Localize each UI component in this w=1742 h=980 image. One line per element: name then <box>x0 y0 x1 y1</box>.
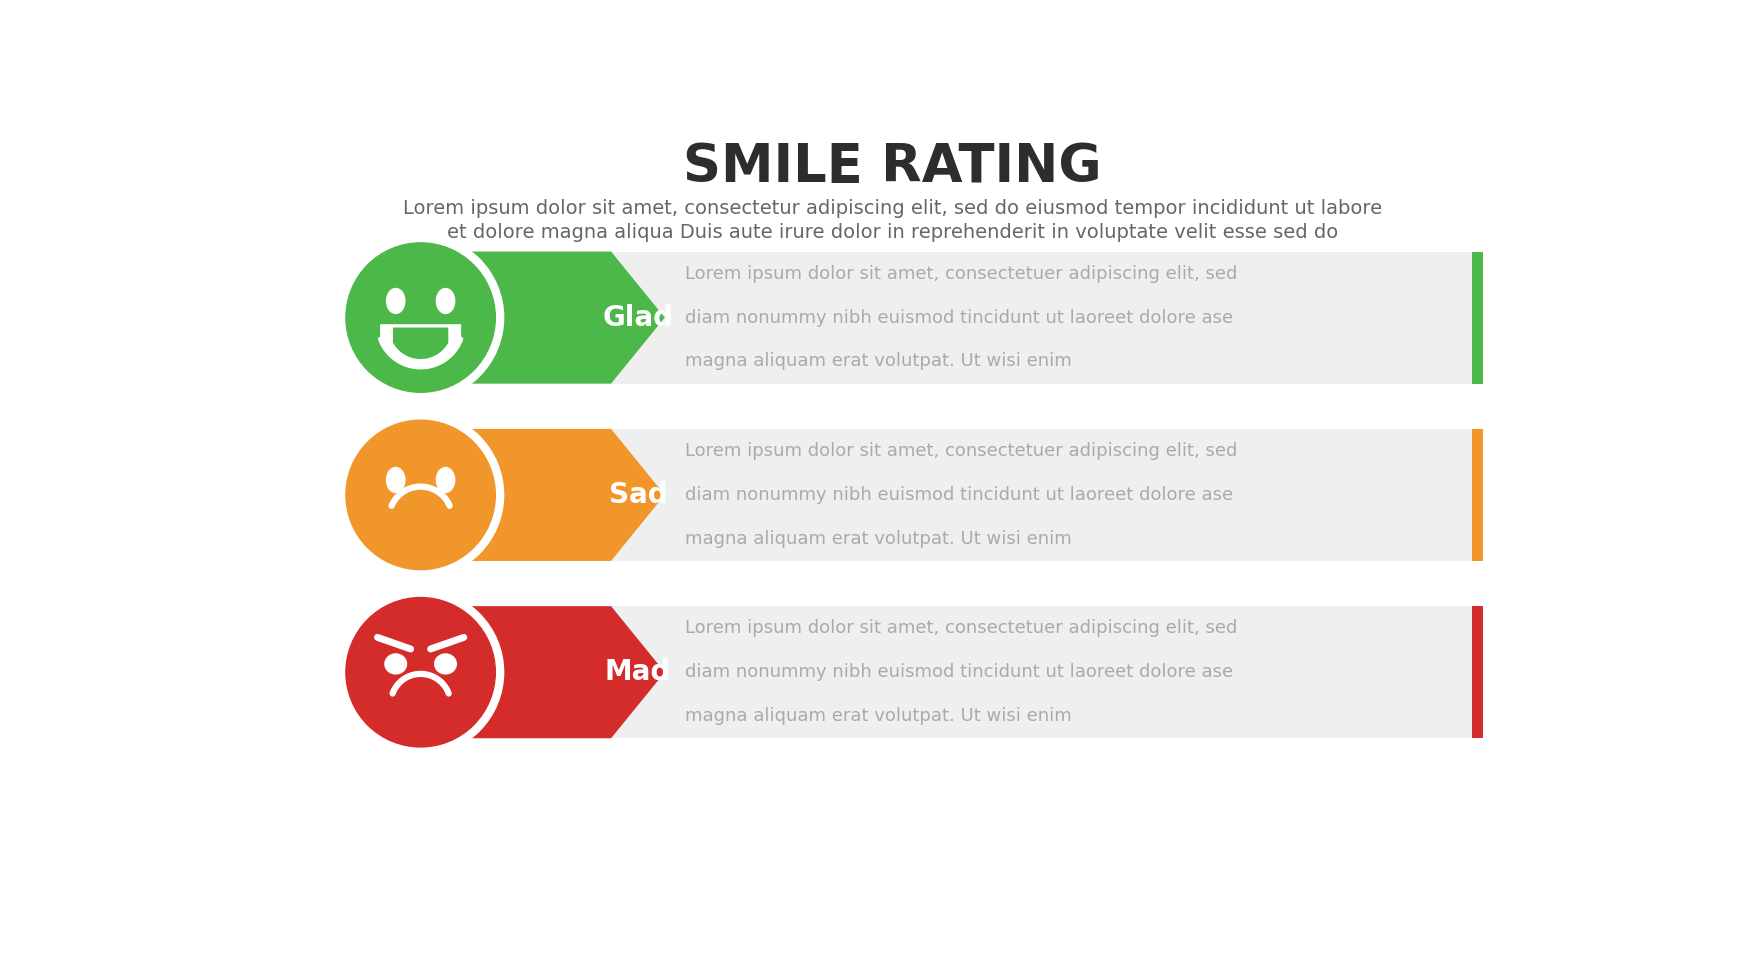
Text: Mad: Mad <box>604 659 671 686</box>
Ellipse shape <box>385 654 406 674</box>
Text: Lorem ipsum dolor sit amet, consectetur adipiscing elit, sed do eiusmod tempor i: Lorem ipsum dolor sit amet, consectetur … <box>402 199 1383 218</box>
Text: magna aliquam erat volutpat. Ut wisi enim: magna aliquam erat volutpat. Ut wisi eni… <box>685 529 1071 548</box>
Ellipse shape <box>387 467 404 492</box>
Polygon shape <box>394 327 448 359</box>
Text: Lorem ipsum dolor sit amet, consectetuer adipiscing elit, sed: Lorem ipsum dolor sit amet, consectetuer… <box>685 442 1237 461</box>
Text: magna aliquam erat volutpat. Ut wisi enim: magna aliquam erat volutpat. Ut wisi eni… <box>685 353 1071 370</box>
Text: diam nonummy nibh euismod tincidunt ut laoreet dolore ase: diam nonummy nibh euismod tincidunt ut l… <box>685 663 1233 681</box>
Text: diam nonummy nibh euismod tincidunt ut laoreet dolore ase: diam nonummy nibh euismod tincidunt ut l… <box>685 486 1233 504</box>
Text: et dolore magna aliqua Duis aute irure dolor in reprehenderit in voluptate velit: et dolore magna aliqua Duis aute irure d… <box>448 222 1338 242</box>
Circle shape <box>347 243 495 392</box>
Text: Sad: Sad <box>608 481 667 509</box>
Ellipse shape <box>436 654 456 674</box>
Ellipse shape <box>437 467 455 492</box>
Polygon shape <box>420 429 665 561</box>
Polygon shape <box>420 607 665 738</box>
Circle shape <box>338 412 503 578</box>
Circle shape <box>338 234 503 401</box>
Ellipse shape <box>387 288 404 314</box>
FancyBboxPatch shape <box>402 607 1482 738</box>
Circle shape <box>338 589 503 756</box>
Text: SMILE RATING: SMILE RATING <box>683 141 1103 193</box>
FancyBboxPatch shape <box>402 252 1482 383</box>
Polygon shape <box>380 324 462 368</box>
Text: diam nonummy nibh euismod tincidunt ut laoreet dolore ase: diam nonummy nibh euismod tincidunt ut l… <box>685 309 1233 326</box>
FancyBboxPatch shape <box>402 429 1482 561</box>
Text: magna aliquam erat volutpat. Ut wisi enim: magna aliquam erat volutpat. Ut wisi eni… <box>685 707 1071 725</box>
Ellipse shape <box>437 288 455 314</box>
Circle shape <box>347 598 495 747</box>
Circle shape <box>347 420 495 569</box>
Text: Lorem ipsum dolor sit amet, consectetuer adipiscing elit, sed: Lorem ipsum dolor sit amet, consectetuer… <box>685 265 1237 283</box>
FancyBboxPatch shape <box>1472 607 1482 738</box>
FancyBboxPatch shape <box>1472 429 1482 561</box>
Text: Glad: Glad <box>603 304 674 331</box>
FancyBboxPatch shape <box>1472 252 1482 383</box>
Polygon shape <box>420 252 665 383</box>
Text: Lorem ipsum dolor sit amet, consectetuer adipiscing elit, sed: Lorem ipsum dolor sit amet, consectetuer… <box>685 619 1237 637</box>
